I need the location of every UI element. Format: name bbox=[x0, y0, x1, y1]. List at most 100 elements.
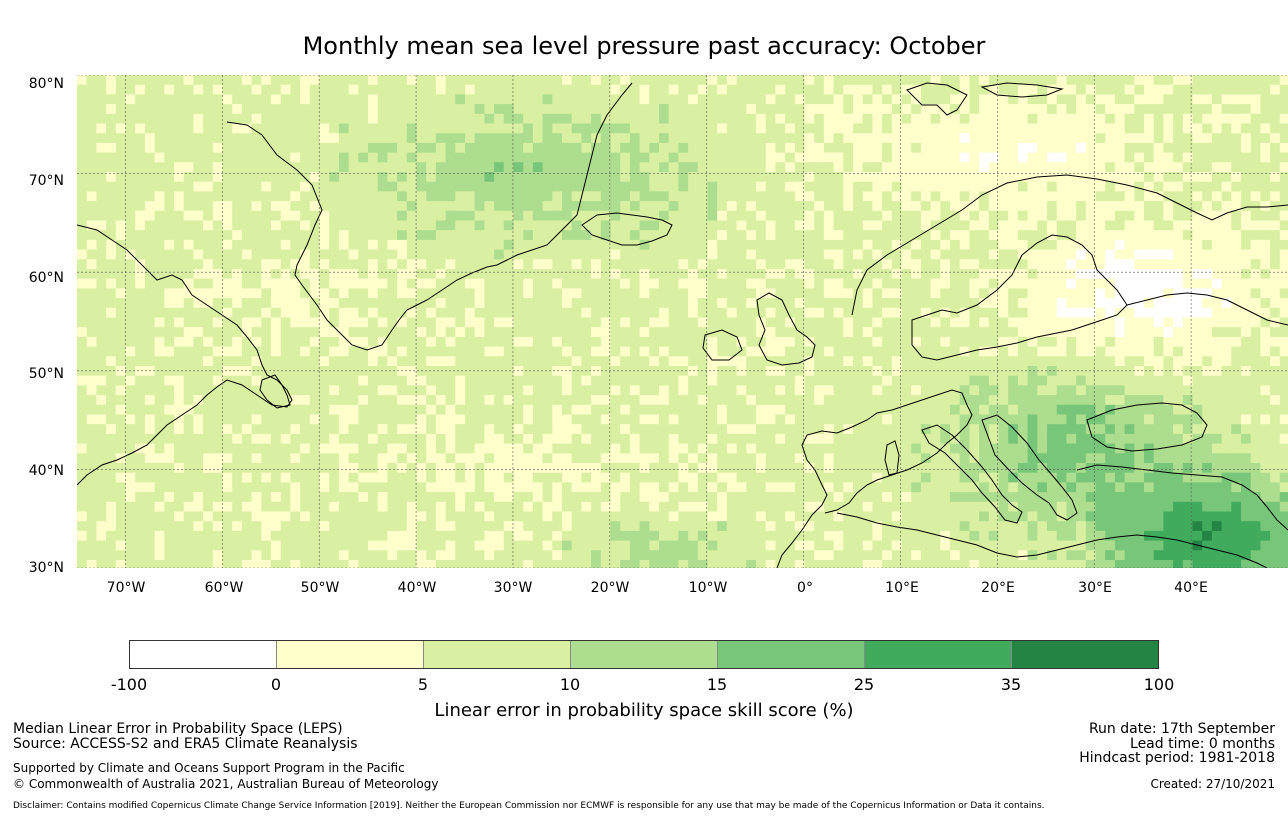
heatmap-cell bbox=[717, 201, 728, 212]
heatmap-cell bbox=[503, 424, 515, 435]
heatmap-cell bbox=[125, 75, 136, 86]
heatmap-cell bbox=[1027, 404, 1038, 416]
heatmap-cell bbox=[1047, 336, 1058, 348]
heatmap-cell bbox=[988, 327, 1000, 338]
heatmap-cell bbox=[348, 443, 359, 454]
heatmap-cell bbox=[1037, 404, 1048, 416]
heatmap-cell bbox=[271, 239, 282, 251]
heatmap-cell bbox=[406, 259, 418, 270]
heatmap-cell bbox=[988, 366, 1000, 377]
heatmap-cell bbox=[920, 356, 932, 367]
heatmap-cell bbox=[455, 172, 466, 183]
heatmap-cell bbox=[1144, 288, 1155, 299]
heatmap-cell bbox=[688, 443, 699, 454]
heatmap-cell bbox=[445, 104, 456, 115]
heatmap-cell bbox=[1182, 181, 1194, 192]
heatmap-cell bbox=[135, 84, 146, 95]
heatmap-cell bbox=[610, 113, 621, 125]
heatmap-cell bbox=[862, 191, 873, 202]
heatmap-cell bbox=[532, 123, 544, 134]
heatmap-cell bbox=[348, 288, 359, 299]
heatmap-cell bbox=[688, 395, 699, 406]
heatmap-cell bbox=[562, 433, 573, 445]
heatmap-cell bbox=[765, 220, 776, 231]
heatmap-cell bbox=[542, 162, 553, 173]
heatmap-cell bbox=[523, 84, 534, 95]
heatmap-cell bbox=[1231, 336, 1242, 348]
heatmap-cell bbox=[571, 191, 582, 202]
heatmap-cell bbox=[1241, 230, 1252, 241]
heatmap-cell bbox=[426, 75, 437, 86]
heatmap-cell bbox=[581, 269, 592, 280]
heatmap-cell bbox=[814, 404, 825, 416]
heatmap-cell bbox=[697, 104, 709, 115]
heatmap-cell bbox=[251, 75, 262, 86]
heatmap-cell bbox=[309, 172, 321, 183]
heatmap-cell bbox=[872, 113, 883, 125]
heatmap-cell bbox=[1153, 259, 1164, 270]
heatmap-cell bbox=[416, 239, 427, 251]
heatmap-cell bbox=[1124, 104, 1135, 115]
heatmap-cell bbox=[96, 191, 107, 202]
heatmap-cell bbox=[707, 317, 718, 328]
heatmap-cell bbox=[1202, 230, 1213, 241]
heatmap-cell bbox=[261, 346, 272, 357]
heatmap-cell bbox=[833, 317, 844, 328]
heatmap-cell bbox=[1095, 307, 1106, 319]
heatmap-cell bbox=[86, 346, 97, 357]
heatmap-cell bbox=[911, 172, 922, 183]
heatmap-cell bbox=[542, 375, 553, 386]
heatmap-cell bbox=[1114, 104, 1126, 115]
heatmap-cell bbox=[329, 346, 340, 357]
heatmap-cell bbox=[532, 142, 544, 154]
heatmap-cell bbox=[1182, 269, 1194, 280]
heatmap-cell bbox=[591, 346, 602, 357]
heatmap-cell bbox=[668, 298, 679, 309]
heatmap-cell bbox=[203, 269, 214, 280]
heatmap-cell bbox=[290, 336, 301, 348]
heatmap-cell bbox=[668, 375, 679, 386]
heatmap-cell bbox=[193, 230, 204, 241]
heatmap-cell bbox=[1221, 152, 1232, 163]
heatmap-cell bbox=[106, 210, 117, 222]
heatmap-cell bbox=[1085, 356, 1097, 367]
heatmap-cell bbox=[1144, 424, 1155, 435]
heatmap-cell bbox=[1163, 375, 1174, 386]
heatmap-cell bbox=[474, 395, 485, 406]
heatmap-cell bbox=[988, 152, 1000, 163]
heatmap-cell bbox=[959, 317, 970, 328]
heatmap-cell bbox=[1202, 123, 1213, 134]
heatmap-cell bbox=[125, 375, 136, 386]
heatmap-cell bbox=[241, 317, 253, 328]
heatmap-cell bbox=[1056, 181, 1067, 192]
heatmap-cell bbox=[241, 181, 253, 192]
heatmap-cell bbox=[435, 443, 447, 454]
heatmap-cell bbox=[251, 375, 262, 386]
heatmap-cell bbox=[979, 249, 990, 260]
heatmap-cell bbox=[416, 298, 427, 309]
heatmap-cell bbox=[280, 259, 291, 270]
heatmap-cell bbox=[988, 133, 1000, 144]
heatmap-cell bbox=[1037, 142, 1048, 154]
heatmap-cell bbox=[1192, 404, 1203, 416]
heatmap-cell bbox=[581, 75, 592, 86]
heatmap-cell bbox=[843, 395, 854, 406]
heatmap-cell bbox=[746, 336, 757, 348]
heatmap-cell bbox=[387, 385, 398, 396]
heatmap-cell bbox=[804, 201, 815, 212]
heatmap-cell bbox=[1250, 220, 1261, 231]
heatmap-cell bbox=[1163, 356, 1174, 367]
heatmap-cell bbox=[1124, 414, 1135, 425]
heatmap-cell bbox=[649, 385, 660, 396]
heatmap-cell bbox=[542, 327, 553, 338]
heatmap-cell bbox=[503, 230, 515, 241]
heatmap-cell bbox=[135, 172, 146, 183]
heatmap-cell bbox=[1211, 191, 1223, 202]
heatmap-cell bbox=[397, 210, 408, 222]
heatmap-cell bbox=[542, 142, 553, 154]
heatmap-cell bbox=[251, 104, 262, 115]
heatmap-cell bbox=[183, 162, 194, 173]
heatmap-cell bbox=[183, 113, 194, 125]
heatmap-cell bbox=[600, 404, 612, 416]
heatmap-cell bbox=[232, 395, 243, 406]
